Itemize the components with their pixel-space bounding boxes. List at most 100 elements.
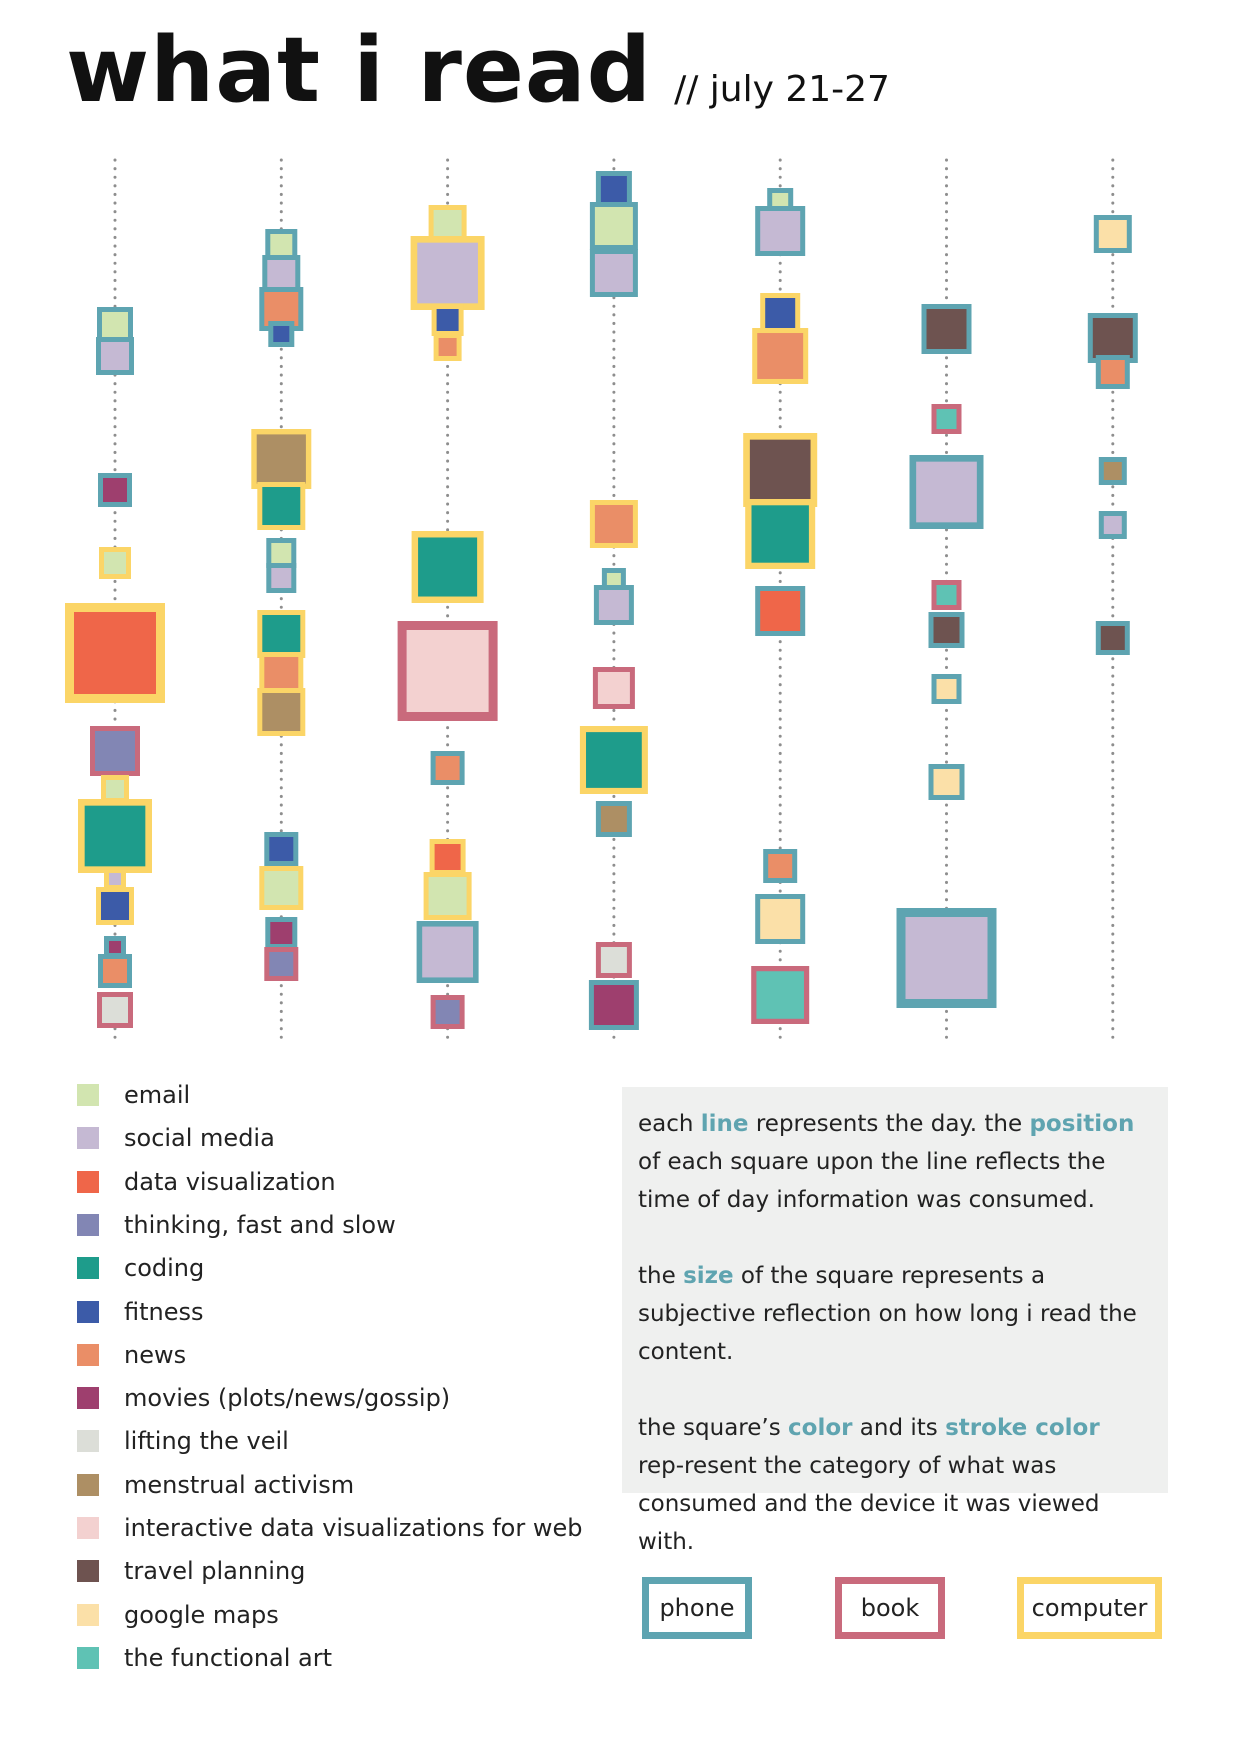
highlight-color: color — [788, 1415, 853, 1441]
reading-square-day5-5 — [743, 432, 818, 507]
reading-square-day2-13 — [259, 866, 304, 910]
reading-square-day6-6 — [931, 674, 962, 704]
reading-square-day3-10 — [416, 920, 479, 983]
header: what i read // july 21-27 — [66, 18, 890, 123]
reading-square-day1-3 — [98, 473, 132, 507]
reading-square-day4-2 — [589, 202, 638, 250]
reading-square-day4-11 — [588, 980, 639, 1030]
reading-square-day4-6 — [593, 585, 634, 625]
reading-square-day3-4 — [433, 333, 462, 361]
reading-square-day2-11 — [257, 688, 306, 736]
reading-square-day3-7 — [430, 751, 465, 785]
device-label-book: book — [860, 1594, 920, 1622]
reading-square-day1-12 — [98, 954, 132, 988]
reading-square-day7-5 — [1098, 511, 1127, 539]
legend-swatch-fitness — [77, 1300, 99, 1323]
legend-swatch-movies — [77, 1387, 99, 1410]
reading-square-day5-9 — [755, 894, 806, 944]
legend-label-email: email — [124, 1081, 191, 1109]
highlight-stroke-color: stroke color — [945, 1415, 1100, 1441]
reading-square-day1-2 — [96, 337, 134, 375]
reading-square-day3-3 — [431, 304, 464, 336]
reading-square-day6-3 — [909, 454, 984, 529]
reading-square-day2-12 — [264, 832, 299, 866]
legend-label-menstrual: menstrual activism — [124, 1470, 355, 1499]
legend-swatch-thinking — [77, 1213, 99, 1236]
reading-square-day2-10 — [259, 652, 304, 696]
reading-square-day6-2 — [931, 404, 962, 434]
reading-square-day3-5 — [411, 530, 484, 603]
legend-swatch-travel — [77, 1560, 99, 1583]
legend-label-thinking: thinking, fast and slow — [124, 1210, 396, 1239]
legend-swatch-functional — [77, 1646, 99, 1669]
reading-square-day3-2 — [410, 236, 485, 310]
device-label-computer: computer — [1031, 1594, 1148, 1622]
reading-square-day2-6 — [257, 482, 306, 530]
reading-square-day4-8 — [579, 725, 648, 794]
reading-square-day6-1 — [921, 304, 972, 354]
reading-square-day3-1 — [428, 205, 467, 243]
legend-label-fitness: fitness — [124, 1297, 204, 1326]
reading-square-day5-2 — [755, 206, 806, 256]
reading-square-day6-5 — [928, 612, 965, 648]
reading-square-day2-8 — [266, 563, 297, 593]
reading-square-day7-4 — [1098, 457, 1127, 485]
legend-label-travel: travel planning — [124, 1557, 306, 1586]
legend-label-interactive: interactive data visualizations for web — [124, 1514, 583, 1542]
reading-square-day5-6 — [745, 498, 816, 569]
legend-label-coding: coding — [124, 1254, 205, 1283]
highlight-line: line — [700, 1111, 749, 1137]
reading-square-day1-7 — [101, 775, 129, 803]
reading-square-day2-14 — [265, 917, 298, 949]
legend-label-maps: google maps — [124, 1600, 279, 1629]
legend-label-news: news — [124, 1340, 187, 1369]
explanation-color: the square’s color and its stroke color … — [638, 1415, 1100, 1555]
reading-square-day7-1 — [1093, 215, 1132, 253]
reading-square-day6-7 — [928, 764, 965, 800]
legend-swatch-news — [77, 1343, 99, 1366]
reading-square-day4-1 — [595, 171, 632, 207]
reading-square-day3-6 — [397, 621, 498, 721]
reading-square-day1-9 — [104, 868, 126, 890]
device-legend-phone: phone — [642, 1577, 752, 1639]
reading-square-day3-11 — [430, 995, 465, 1029]
legend-swatch-social — [77, 1127, 99, 1150]
legend-swatch-interactive — [77, 1517, 99, 1539]
reading-chart — [65, 158, 1138, 1047]
reading-square-day2-2 — [262, 255, 301, 293]
legend-swatch-dataviz — [77, 1170, 99, 1193]
reading-square-day1-11 — [104, 936, 126, 958]
reading-square-day5-3 — [760, 293, 801, 333]
reading-square-day2-4 — [268, 321, 295, 347]
legend-swatch-menstrual — [77, 1473, 99, 1496]
reading-square-day2-9 — [257, 610, 306, 658]
reading-square-day1-4 — [99, 547, 131, 579]
device-label-phone: phone — [659, 1594, 735, 1622]
reading-square-day2-15 — [264, 947, 299, 981]
reading-square-day1-6 — [90, 726, 140, 776]
highlight-size: size — [683, 1263, 734, 1289]
reading-square-day2-7 — [266, 538, 297, 568]
legend-label-veil: lifting the veil — [124, 1427, 289, 1456]
device-legend-book: book — [835, 1577, 945, 1639]
device-legend-computer: computer — [1017, 1577, 1162, 1639]
reading-square-day4-3 — [589, 249, 638, 297]
explanation-line: each line represents the day. the positi… — [638, 1111, 1135, 1213]
reading-square-day5-7 — [755, 586, 806, 636]
legend-label-dataviz: data visualization — [124, 1167, 336, 1196]
legend-label-social: social media — [124, 1124, 275, 1153]
reading-square-day4-9 — [595, 801, 632, 837]
reading-square-day1-1 — [97, 307, 133, 343]
legend-label-movies: movies (plots/news/gossip) — [124, 1384, 451, 1413]
reading-square-day3-8 — [429, 839, 466, 875]
reading-square-day1-8 — [78, 799, 152, 874]
page-subtitle: // july 21-27 — [674, 69, 890, 110]
legend-label-functional: the functional art — [124, 1643, 333, 1672]
reading-square-day2-5 — [251, 429, 312, 490]
reading-square-day1-10 — [96, 887, 134, 925]
reading-square-day5-4 — [752, 327, 809, 384]
reading-square-day2-1 — [265, 229, 298, 261]
reading-square-day7-6 — [1095, 621, 1130, 655]
reading-square-day7-2 — [1087, 313, 1138, 363]
reading-square-day4-4 — [589, 500, 638, 548]
